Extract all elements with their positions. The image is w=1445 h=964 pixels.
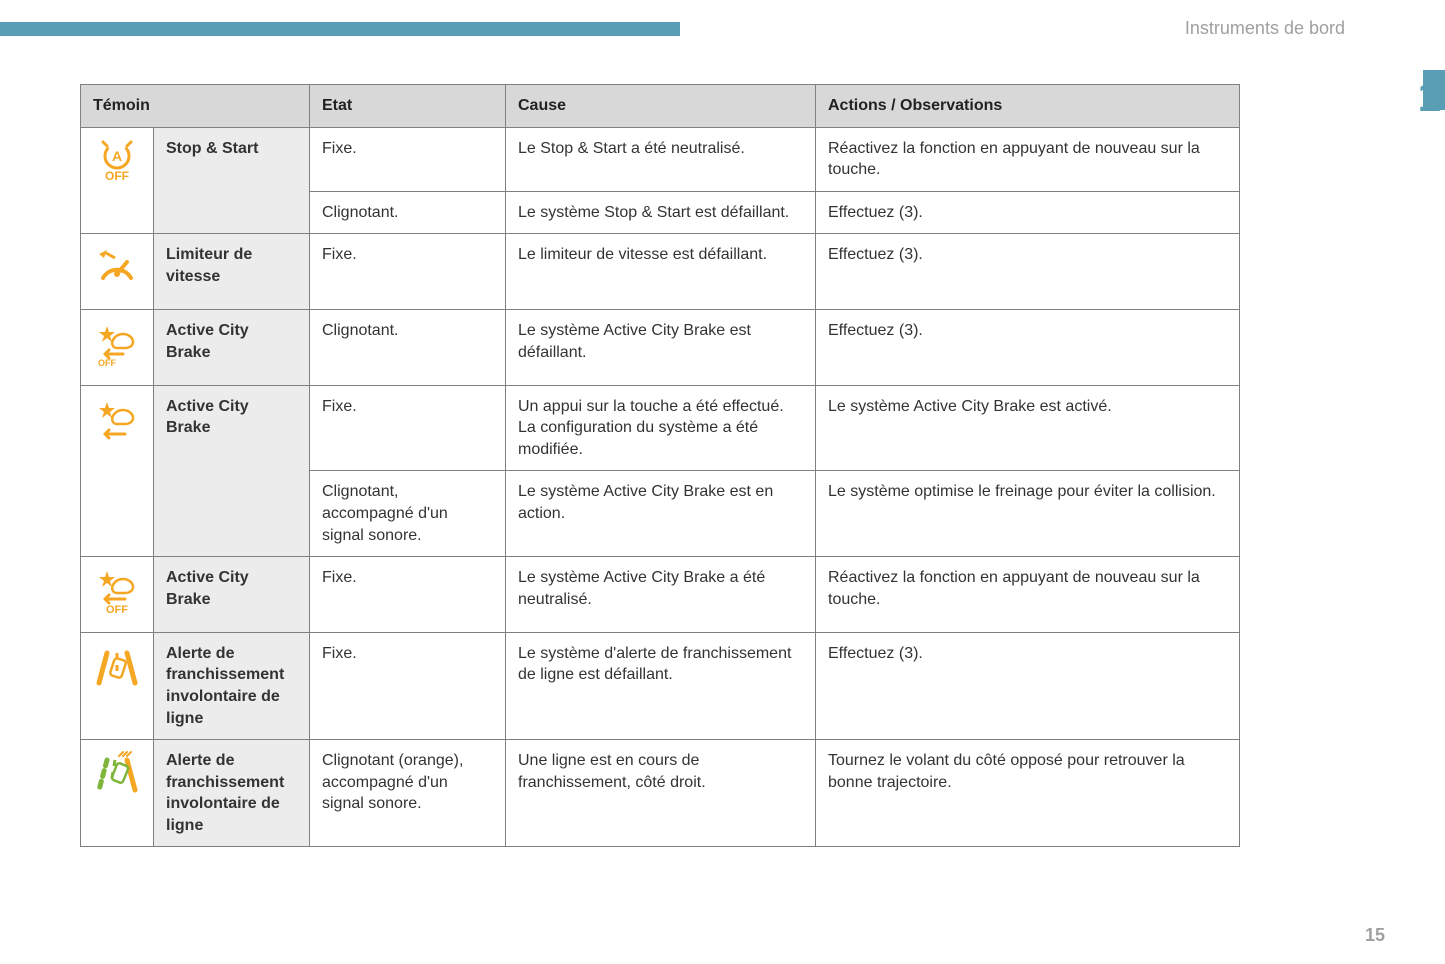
col-header-cause: Cause: [506, 85, 816, 128]
cause-cell: Un appui sur la touche a été effectué. L…: [506, 385, 816, 471]
indicator-label: Alerte de franchissement involontaire de…: [154, 632, 310, 739]
indicator-label: Active City Brake: [154, 557, 310, 633]
indicator-label: Stop & Start: [154, 127, 310, 234]
acb-off-star-icon: OFF: [81, 309, 154, 385]
stop-start-off-icon: A OFF: [81, 127, 154, 234]
indicator-label: Limiteur de vitesse: [154, 234, 310, 310]
lane-departure-icon: [81, 632, 154, 739]
state-cell: Fixe.: [310, 127, 506, 191]
cause-cell: Le système Stop & Start est défaillant.: [506, 191, 816, 234]
header-accent-bar: [0, 22, 680, 36]
cause-cell: Le limiteur de vitesse est défaillant.: [506, 234, 816, 310]
table-row: OFF Active City BrakeClignotant.Le systèm…: [81, 309, 1240, 385]
actions-cell: Effectuez (3).: [816, 234, 1240, 310]
table-row: AOFFStop & StartFixe.Le Stop & Start a é…: [81, 127, 1240, 191]
state-cell: Clignotant (orange), accompagné d'un sig…: [310, 740, 506, 847]
cause-cell: Le Stop & Start a été neutralisé.: [506, 127, 816, 191]
acb-off-icon: OFF: [81, 557, 154, 633]
page-number: 15: [1365, 925, 1385, 946]
cause-cell: Le système d'alerte de franchissement de…: [506, 632, 816, 739]
actions-cell: Le système optimise le freinage pour évi…: [816, 471, 1240, 557]
speed-limiter-icon: [81, 234, 154, 310]
actions-cell: Le système Active City Brake est activé.: [816, 385, 1240, 471]
state-cell: Clignotant.: [310, 191, 506, 234]
chapter-number: 1: [1418, 76, 1441, 118]
indicator-label: Active City Brake: [154, 385, 310, 557]
indicators-table: Témoin Etat Cause Actions / Observations…: [80, 84, 1240, 847]
section-label: Instruments de bord: [1185, 18, 1345, 39]
cause-cell: Une ligne est en cours de franchissement…: [506, 740, 816, 847]
chapter-tab: 1: [1423, 70, 1445, 130]
actions-cell: Réactivez la fonction en appuyant de nou…: [816, 557, 1240, 633]
col-header-indicator: Témoin: [81, 85, 310, 128]
state-cell: Fixe.: [310, 557, 506, 633]
svg-text:OFF: OFF: [105, 169, 129, 183]
state-cell: Clignotant.: [310, 309, 506, 385]
table-row: OFF Active City BrakeFixe.Le système Acti…: [81, 557, 1240, 633]
actions-cell: Effectuez (3).: [816, 191, 1240, 234]
svg-text:OFF: OFF: [106, 604, 128, 615]
cause-cell: Le système Active City Brake est défaill…: [506, 309, 816, 385]
acb-star-icon: [81, 385, 154, 557]
table-row: Alerte de franchissement involontaire de…: [81, 632, 1240, 739]
actions-cell: Réactivez la fonction en appuyant de nou…: [816, 127, 1240, 191]
actions-cell: Effectuez (3).: [816, 309, 1240, 385]
col-header-state: Etat: [310, 85, 506, 128]
svg-text:A: A: [112, 148, 122, 164]
lane-departure-right-icon: [81, 740, 154, 847]
col-header-actions: Actions / Observations: [816, 85, 1240, 128]
actions-cell: Effectuez (3).: [816, 632, 1240, 739]
svg-text:OFF: OFF: [98, 358, 116, 368]
state-cell: Fixe.: [310, 234, 506, 310]
state-cell: Fixe.: [310, 385, 506, 471]
state-cell: Clignotant, accompagné d'un signal sonor…: [310, 471, 506, 557]
actions-cell: Tournez le volant du côté opposé pour re…: [816, 740, 1240, 847]
table-row: Limiteur de vitesseFixe.Le limiteur de v…: [81, 234, 1240, 310]
table-row: Alerte de franchissement involontaire de…: [81, 740, 1240, 847]
cause-cell: Le système Active City Brake a été neutr…: [506, 557, 816, 633]
indicator-label: Alerte de franchissement involontaire de…: [154, 740, 310, 847]
cause-cell: Le système Active City Brake est en acti…: [506, 471, 816, 557]
indicator-label: Active City Brake: [154, 309, 310, 385]
table-row: Active City BrakeFixe.Un appui sur la to…: [81, 385, 1240, 471]
state-cell: Fixe.: [310, 632, 506, 739]
table-header-row: Témoin Etat Cause Actions / Observations: [81, 85, 1240, 128]
